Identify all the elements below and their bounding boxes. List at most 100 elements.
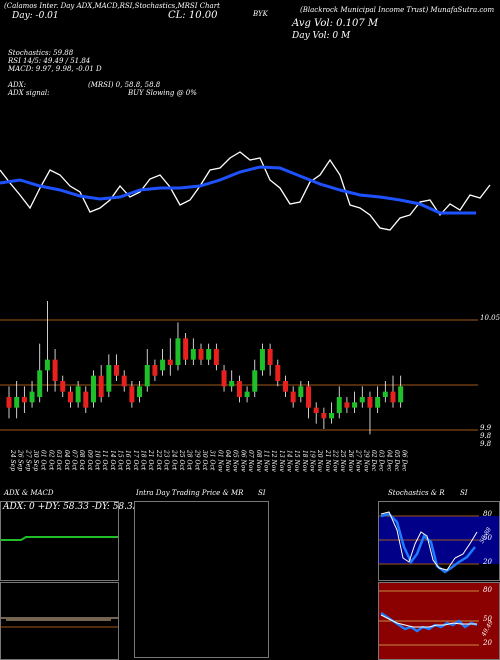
- buy-signal-label: BUY Slowing @ 0%: [128, 89, 197, 97]
- date-tick-label: 24 Oct: [170, 449, 177, 471]
- candlestick-group: [6, 301, 404, 435]
- candle-down: [213, 349, 219, 365]
- candle-down: [121, 375, 127, 387]
- stochastics-d-line: [380, 512, 476, 574]
- date-tick-label: 01 Oct: [40, 450, 47, 471]
- candle-up: [14, 397, 20, 408]
- candle-up: [206, 349, 212, 360]
- date-tick-label: 22 Oct: [155, 449, 162, 471]
- candle-down: [275, 365, 281, 381]
- intraday-si-label: SI: [258, 489, 266, 497]
- date-tick-label: 02 Oct: [47, 450, 54, 471]
- date-tick-label: 09 Oct: [86, 450, 93, 471]
- adx-values: ADX: 0 +DY: 58.33 -DY: 58.33: [3, 502, 139, 512]
- date-tick-label: 04 Dec: [385, 450, 392, 472]
- candle-down: [282, 381, 288, 392]
- stochastics-label: Stochastics: 59.88: [8, 49, 74, 57]
- candle-down: [114, 365, 120, 376]
- rsi-label: RSI 14/5: 49.49 / 51.84: [8, 57, 91, 65]
- date-tick-label: 05 Nov: [232, 450, 239, 472]
- moving-average-line: [0, 165, 476, 215]
- macd-label: MACD: 9.97, 9.98, -0.01 D: [8, 65, 102, 73]
- date-tick-label: 27 Nov: [355, 449, 362, 472]
- candle-down: [390, 391, 396, 403]
- adx-line: [1, 536, 118, 541]
- date-tick-label: 23 Oct: [163, 449, 170, 471]
- candle-up: [398, 386, 404, 403]
- stochastics-rsi-title: Stochastics & R: [388, 489, 445, 497]
- rsi-line: [380, 611, 478, 633]
- date-tick-label: 17 Oct: [132, 450, 139, 471]
- date-tick-label: 21 Oct: [147, 449, 154, 471]
- price-tick-lower-1: 9.9: [480, 424, 492, 432]
- adx-panel: ADX: 0 +DY: 58.33 -DY: 58.33: [0, 501, 138, 581]
- candle-up: [382, 391, 388, 397]
- date-tick-label: 06 Nov: [239, 450, 246, 472]
- candle-down: [129, 386, 135, 403]
- candle-down: [60, 381, 66, 392]
- candle-up: [37, 370, 43, 397]
- date-tick-label: 14 Oct: [109, 450, 116, 471]
- candle-up: [106, 365, 112, 392]
- candle-down: [313, 407, 319, 413]
- candle-down: [306, 386, 312, 408]
- candle-down: [52, 359, 58, 381]
- candle-down: [183, 338, 189, 360]
- candle-down: [21, 397, 27, 403]
- candle-up: [29, 391, 35, 403]
- company-name: (Blackrock Municipal Income Trust) Munaf…: [300, 6, 495, 14]
- candle-down: [344, 402, 350, 408]
- date-tick-label: 13 Nov: [278, 450, 285, 472]
- intraday-title: Intra Day Trading Price & MR: [136, 489, 244, 497]
- candle-down: [98, 375, 104, 397]
- rsi-smooth-line: [380, 614, 477, 628]
- candle-up: [75, 386, 81, 403]
- candle-up: [137, 386, 143, 397]
- candle-down: [167, 359, 173, 365]
- candle-down: [6, 397, 12, 408]
- price-tick-upper: 10.05: [480, 314, 500, 322]
- candle-up: [144, 365, 150, 387]
- candle-down: [83, 391, 89, 408]
- date-tick-label: 25 Nov: [339, 449, 346, 472]
- rsi-panel: 80 50 20 49.49: [378, 582, 500, 660]
- rsi-tick-80: 80: [483, 586, 492, 594]
- date-tick-label: 04 Oct: [63, 450, 70, 471]
- intraday-panel: [134, 501, 269, 658]
- date-tick-label: 06 Dec: [401, 450, 408, 472]
- candle-up: [44, 359, 50, 371]
- candle-up: [160, 359, 166, 371]
- chart-title: (Calamos Inter. Day ADX,MACD,RSI,Stochas…: [4, 2, 220, 10]
- stochastics-panel: 80 50 20 59.88: [378, 501, 500, 581]
- mrsi-label: (MRSI) 0, 58.8, 58.8: [88, 81, 161, 89]
- date-tick-label: 25 Oct: [178, 449, 185, 471]
- rsi-tick-20: 20: [483, 639, 492, 647]
- price-line: [0, 151, 491, 231]
- candle-up: [244, 391, 250, 397]
- candle-up: [229, 381, 235, 387]
- avg-volume: Avg Vol: 0.107 M: [292, 18, 379, 29]
- candle-down: [67, 391, 73, 403]
- date-tick-label: 11 Nov: [262, 450, 269, 472]
- date-tick-label: 18 Nov: [301, 450, 308, 472]
- price-tick-lower-3: 9.8: [480, 440, 492, 448]
- candle-down: [236, 381, 242, 397]
- rsi-tick-50: 50: [483, 615, 492, 623]
- date-tick-label: 29 Oct: [193, 449, 200, 471]
- candle-up: [329, 413, 335, 419]
- stoch-tick-50: 50: [483, 534, 492, 542]
- date-tick-label: 08 Oct: [78, 450, 85, 471]
- candle-up: [190, 349, 196, 360]
- candle-up: [375, 397, 381, 408]
- date-tick-label: 15 Nov: [293, 450, 300, 472]
- candle-down: [152, 365, 158, 376]
- date-tick-label: 12 Nov: [270, 450, 277, 472]
- date-tick-label: 21 Nov: [324, 449, 331, 472]
- date-tick-label: 03 Oct: [55, 450, 62, 471]
- macd-panel: [0, 582, 119, 660]
- main-price-chart: 24 Sep 26 Sep 27 Sep 30 Sep 01 Oct 02 Oct 03 O…: [0, 151, 491, 472]
- date-tick-label: 16 Oct: [124, 450, 131, 471]
- date-tick-label: 01 Nov: [216, 450, 223, 472]
- adx-macd-title: ADX & MACD: [4, 489, 54, 497]
- date-tick-label: 18 Oct: [140, 450, 147, 471]
